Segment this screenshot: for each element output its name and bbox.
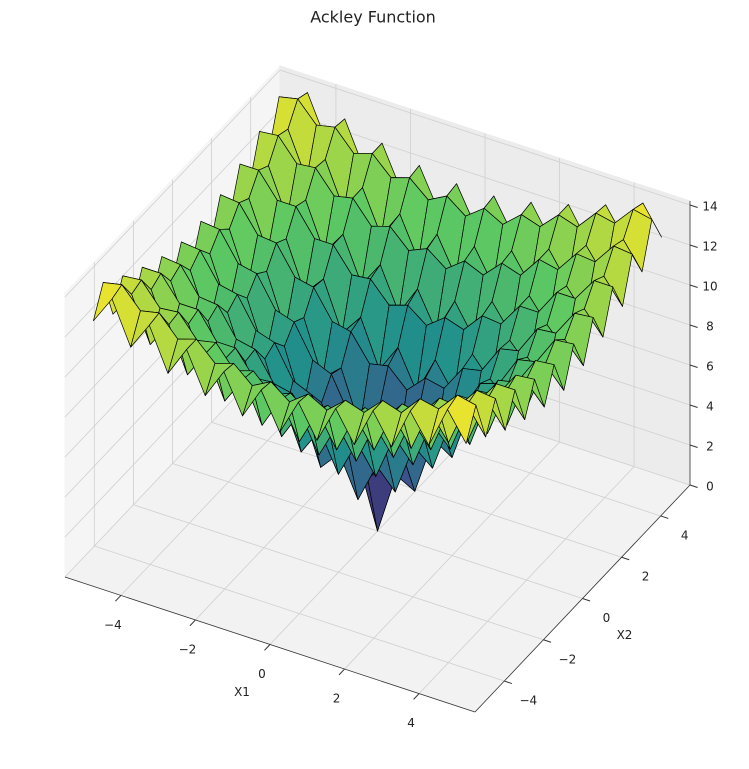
z-tick bbox=[689, 444, 698, 448]
z-tick-label: 10 bbox=[702, 280, 717, 294]
y-axis-label: X2 bbox=[617, 628, 633, 642]
z-tick-label: 14 bbox=[702, 200, 717, 214]
y-tick-label: −4 bbox=[519, 694, 537, 708]
z-tick bbox=[689, 484, 698, 488]
x-tick bbox=[338, 668, 345, 676]
z-tick bbox=[689, 284, 698, 288]
x-tick bbox=[189, 619, 196, 627]
y-tick bbox=[582, 598, 591, 602]
z-tick-label: 4 bbox=[706, 400, 714, 414]
x-tick-label: −2 bbox=[179, 642, 197, 656]
grid-line bbox=[64, 69, 281, 298]
x-axis-label: X1 bbox=[234, 685, 250, 699]
x-axis-line bbox=[64, 576, 476, 713]
z-tick-label: 0 bbox=[706, 480, 714, 494]
z-tick bbox=[689, 404, 698, 408]
z-tick-label: 8 bbox=[706, 320, 714, 334]
z-tick-label: 2 bbox=[706, 440, 714, 454]
x-tick-label: 2 bbox=[333, 692, 341, 706]
y-tick bbox=[660, 515, 669, 519]
y-tick-label: 4 bbox=[681, 528, 689, 542]
z-tick bbox=[689, 204, 698, 208]
y-tick-label: 0 bbox=[603, 611, 611, 625]
y-tick bbox=[621, 556, 630, 561]
z-tick-label: 6 bbox=[706, 360, 714, 374]
surface-patch bbox=[447, 394, 477, 444]
y-tick bbox=[504, 680, 513, 685]
grid-line bbox=[211, 421, 622, 558]
x-tick-label: 4 bbox=[407, 716, 415, 730]
grid-line bbox=[133, 504, 544, 641]
z-tick bbox=[689, 244, 698, 248]
y-tick-label: 2 bbox=[642, 570, 650, 584]
grid-line bbox=[94, 545, 505, 682]
grid-line bbox=[279, 69, 691, 206]
chart-title: Ackley Function bbox=[310, 8, 436, 27]
z-tick-label: 12 bbox=[702, 240, 717, 254]
y-tick bbox=[543, 639, 552, 643]
x-tick bbox=[264, 644, 271, 651]
x-tick-label: 0 bbox=[258, 667, 266, 681]
x-tick bbox=[413, 693, 420, 700]
x-tick bbox=[115, 595, 122, 602]
y-tick-label: −2 bbox=[559, 652, 577, 666]
z-tick bbox=[689, 364, 698, 368]
x-tick-label: −4 bbox=[104, 618, 122, 632]
z-tick bbox=[689, 324, 698, 328]
y-axis-line bbox=[474, 484, 691, 713]
